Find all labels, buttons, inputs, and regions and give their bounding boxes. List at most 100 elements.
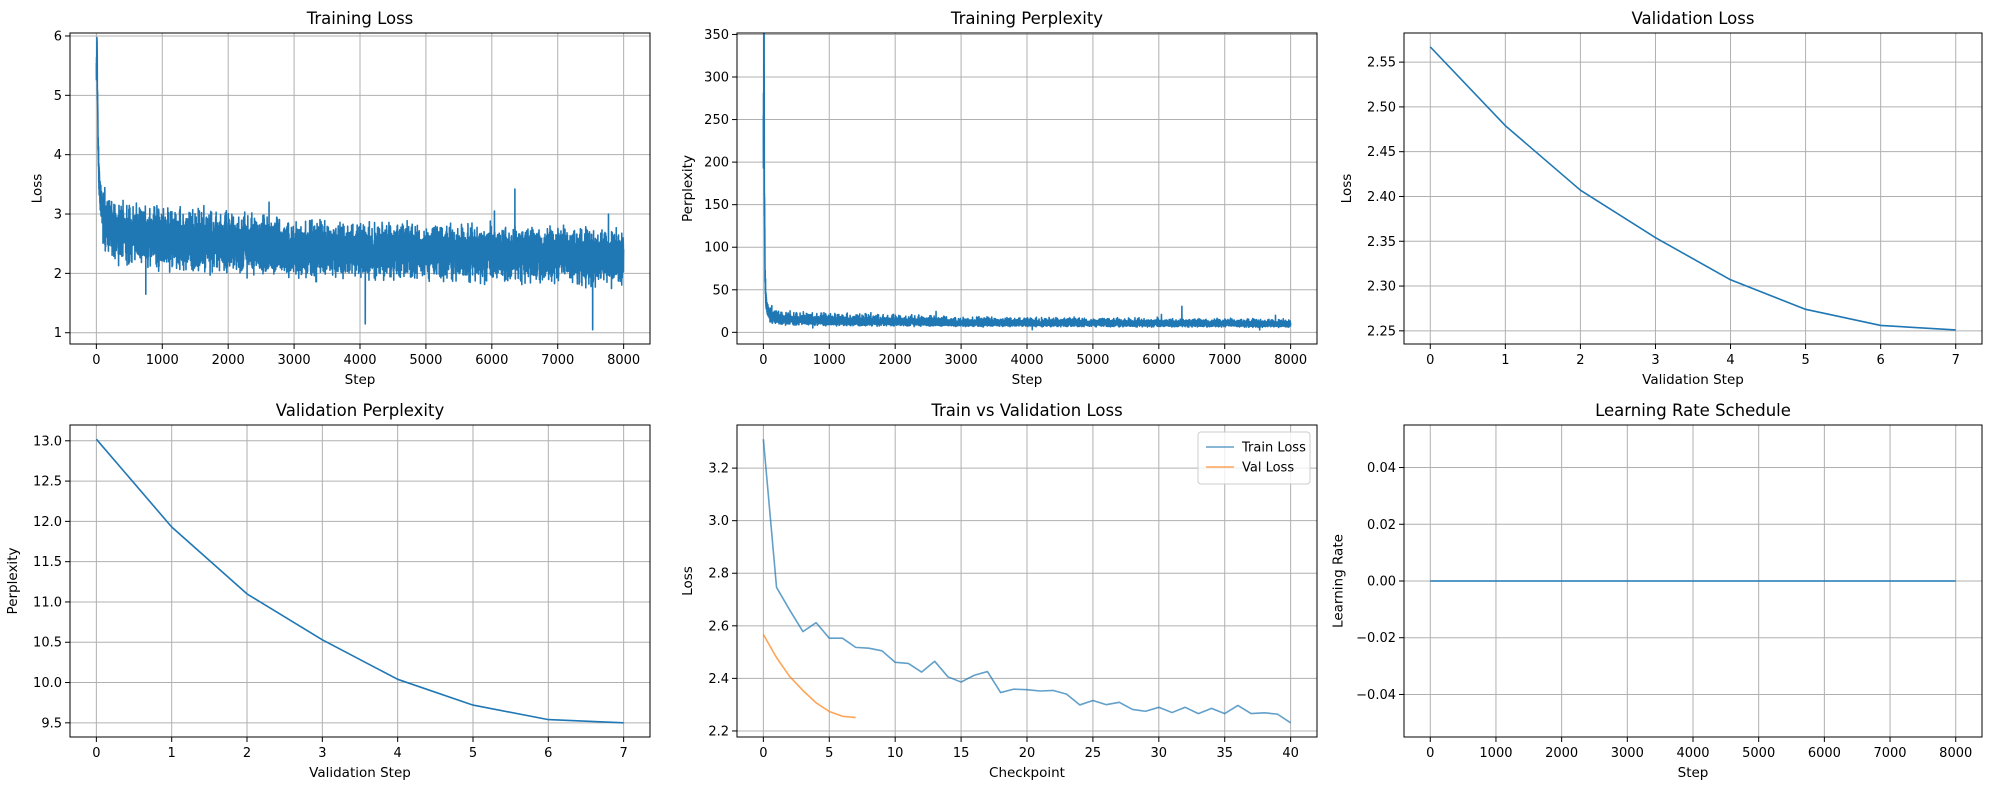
x-tick-label: 4 (1726, 353, 1734, 368)
x-tick-label: 6000 (1142, 353, 1175, 368)
x-tick-label: 8000 (607, 353, 640, 368)
x-axis-label: Step (1012, 372, 1043, 388)
y-tick-label: −0.04 (1356, 688, 1396, 703)
y-tick-label: 100 (704, 241, 729, 256)
x-tick-label: 0 (92, 746, 100, 761)
x-tick-label: 6 (544, 746, 552, 761)
x-tick-label: 1 (168, 746, 176, 761)
x-tick-label: 5 (469, 746, 477, 761)
x-tick-label: 7000 (1873, 746, 1906, 761)
y-tick-label: 9.5 (41, 716, 62, 731)
x-tick-label: 0 (759, 746, 767, 761)
x-tick-label: 1000 (1479, 746, 1512, 761)
x-tick-label: 2 (1576, 353, 1584, 368)
y-tick-label: 11.0 (33, 595, 62, 610)
chart-title: Validation Perplexity (276, 401, 445, 420)
x-tick-label: 2000 (212, 353, 245, 368)
x-tick-label: 0 (1426, 746, 1434, 761)
x-tick-label: 8000 (1939, 746, 1972, 761)
y-tick-label: 0.04 (1367, 461, 1396, 476)
y-tick-label: 2.8 (708, 567, 729, 582)
chart-title: Learning Rate Schedule (1595, 401, 1791, 420)
chart-title: Train vs Validation Loss (930, 401, 1122, 420)
y-axis-label: Loss (680, 566, 696, 596)
y-tick-label: 0.00 (1367, 575, 1396, 590)
validation-loss-series-line (1429, 46, 1956, 331)
x-tick-label: 40 (1282, 746, 1299, 761)
x-tick-label: 7000 (541, 353, 574, 368)
x-tick-label: 3000 (945, 353, 978, 368)
x-tick-label: 0 (92, 353, 100, 368)
x-tick-label: 7 (1952, 353, 1960, 368)
y-tick-label: 5 (54, 89, 62, 104)
x-tick-label: 1000 (813, 353, 846, 368)
x-axis-label: Checkpoint (989, 765, 1065, 781)
y-tick-label: 2.2 (708, 724, 729, 739)
y-tick-label: 12.5 (33, 475, 62, 490)
y-tick-label: 200 (704, 156, 729, 171)
x-tick-label: 6 (1877, 353, 1885, 368)
legend-entry: Train Loss (1241, 441, 1306, 456)
y-tick-label: 6 (54, 29, 62, 44)
y-axis-label: Perplexity (680, 155, 696, 222)
y-tick-label: 0 (721, 326, 729, 341)
train-loss-series-line (762, 439, 1292, 724)
x-tick-label: 0 (1426, 353, 1434, 368)
x-tick-label: 25 (1085, 746, 1102, 761)
y-axis-label: Learning Rate (1331, 534, 1347, 628)
y-tick-label: 2.25 (1367, 324, 1396, 339)
y-axis-label: Loss (30, 174, 46, 204)
y-tick-label: 2.50 (1367, 100, 1396, 115)
y-tick-label: 11.5 (33, 555, 62, 570)
y-tick-label: −0.02 (1356, 631, 1396, 646)
y-tick-label: 2.4 (708, 672, 729, 687)
x-tick-label: 8000 (1274, 353, 1307, 368)
validation-perplexity-series-line (95, 438, 624, 724)
x-tick-label: 1000 (146, 353, 179, 368)
x-tick-label: 3000 (278, 353, 311, 368)
y-tick-label: 2.45 (1367, 145, 1396, 160)
x-tick-label: 0 (759, 353, 767, 368)
y-tick-label: 0.02 (1367, 518, 1396, 533)
y-tick-label: 2.35 (1367, 235, 1396, 250)
y-tick-label: 300 (704, 71, 729, 86)
y-tick-label: 2.30 (1367, 280, 1396, 295)
y-tick-label: 2.55 (1367, 56, 1396, 71)
axes-frame (1403, 32, 1983, 345)
x-tick-label: 30 (1151, 746, 1168, 761)
y-tick-label: 3.0 (708, 514, 729, 529)
train-vs-validation-loss-subplot: 0 5 10 15 20 25 30 35 40 2.2 2.4 2.6 2.8 3.0 3.2 Train … (680, 401, 1318, 781)
chart-title: Training Loss (306, 9, 414, 28)
y-axis-label: Loss (1339, 174, 1355, 204)
x-tick-label: 6000 (1808, 746, 1841, 761)
x-tick-label: 5000 (1742, 746, 1775, 761)
y-tick-label: 2.6 (708, 619, 729, 634)
x-tick-label: 35 (1216, 746, 1233, 761)
x-tick-label: 6000 (475, 353, 508, 368)
x-tick-label: 2000 (1545, 746, 1578, 761)
x-tick-label: 1 (1501, 353, 1509, 368)
x-tick-label: 4000 (1676, 746, 1709, 761)
y-tick-label: 3.2 (708, 462, 729, 477)
x-tick-label: 4 (394, 746, 402, 761)
validation-loss-subplot: 0 1 2 3 4 5 6 7 2.25 2.30 2.35 2.40 2.45 2.50 2.55 Vali… (1339, 9, 1983, 388)
y-tick-label: 250 (704, 113, 729, 128)
x-axis-label: Validation Step (309, 765, 411, 781)
x-tick-label: 5 (1801, 353, 1809, 368)
x-tick-label: 10 (887, 746, 904, 761)
y-tick-label: 4 (54, 148, 62, 163)
x-tick-label: 2 (243, 746, 251, 761)
x-tick-label: 4000 (343, 353, 376, 368)
y-tick-label: 50 (712, 283, 729, 298)
x-tick-label: 5 (825, 746, 833, 761)
axes-frame (69, 424, 651, 738)
legend-box (1197, 431, 1311, 485)
chart-title: Validation Loss (1632, 9, 1755, 28)
x-tick-label: 3 (1651, 353, 1659, 368)
x-tick-label: 15 (953, 746, 970, 761)
y-axis-label: Perplexity (5, 548, 21, 615)
val-loss-series-line (762, 634, 856, 719)
learning-rate-schedule-subplot: 0 1000 2000 3000 4000 5000 6000 7000 8000 −0.04 −0… (1331, 401, 1983, 781)
y-tick-label: 10.0 (33, 676, 62, 691)
y-tick-label: 1 (54, 326, 62, 341)
